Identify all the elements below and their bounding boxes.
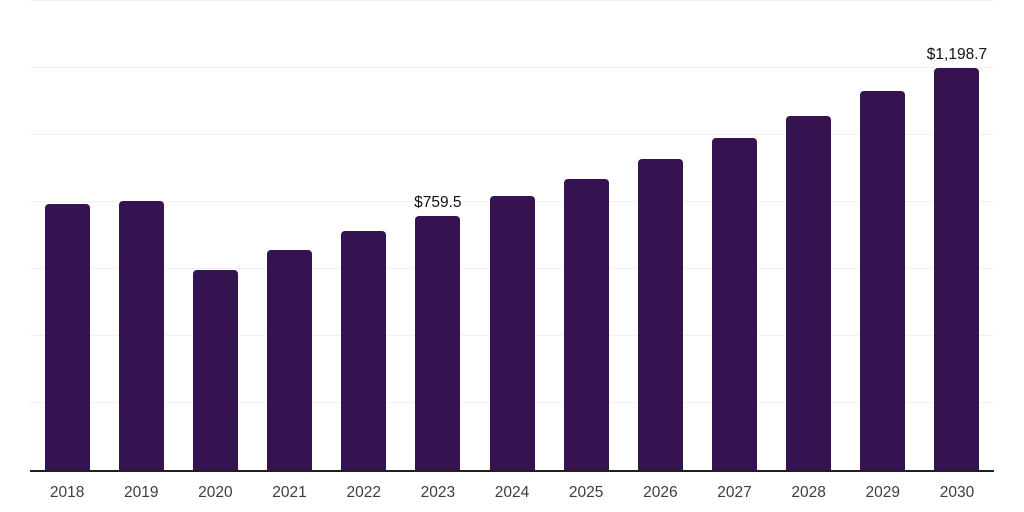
bars-container: $759.5 $1,198.7 <box>30 1 994 470</box>
bar-slot-2025 <box>549 1 623 470</box>
bar-slot-2026 <box>623 1 697 470</box>
x-tick-2030: 2030 <box>939 484 975 501</box>
bar-2019 <box>118 200 164 470</box>
bar-slot-2024 <box>475 1 549 470</box>
x-tick-2024: 2024 <box>494 484 530 501</box>
bar-slot-2021 <box>252 1 326 470</box>
bar-2023 <box>415 215 461 470</box>
bar-slot-2029 <box>846 1 920 470</box>
x-tick-2025: 2025 <box>568 484 604 501</box>
bar-slot-2022 <box>327 1 401 470</box>
bar-value-label-2030: $1,198.7 <box>924 46 990 64</box>
x-tick-2026: 2026 <box>643 484 678 501</box>
x-tick-2019: 2019 <box>123 484 159 501</box>
bar-slot-2020 <box>178 1 252 470</box>
x-tick-2027: 2027 <box>717 484 752 501</box>
bar-slot-2030: $1,198.7 <box>920 1 994 470</box>
x-tick-2029: 2029 <box>865 484 901 501</box>
bar-2027 <box>711 138 757 470</box>
bar-2028 <box>786 115 832 470</box>
bar-2029 <box>860 91 906 470</box>
bar-slot-2028 <box>772 1 846 470</box>
bar-2022 <box>341 231 387 470</box>
bar-2021 <box>267 249 313 470</box>
x-tick-2020: 2020 <box>198 484 233 501</box>
bar-2026 <box>637 158 683 470</box>
bar-slot-2027 <box>697 1 771 470</box>
bar-value-label-2023: $759.5 <box>412 193 464 211</box>
bar-2030 <box>934 68 980 470</box>
gridline-1400 <box>30 0 994 1</box>
plot-area: $759.5 $1,198.7 <box>30 0 994 472</box>
x-tick-2018: 2018 <box>49 484 85 501</box>
bar-2020 <box>192 270 238 470</box>
bar-2024 <box>489 196 535 470</box>
gridline-1200 <box>30 67 994 68</box>
bar-slot-2019 <box>104 1 178 470</box>
x-tick-2022: 2022 <box>346 484 381 501</box>
x-axis-line <box>30 470 994 472</box>
x-tick-2028: 2028 <box>791 484 826 501</box>
gridline-1000 <box>30 134 994 135</box>
x-tick-2021: 2021 <box>272 484 307 501</box>
bar-2018 <box>44 203 90 470</box>
bar-slot-2018 <box>30 1 104 470</box>
x-tick-2023: 2023 <box>420 484 456 501</box>
x-axis-ticks: 2018 2019 2020 2021 2022 2023 2024 2025 2026 2027… <box>30 484 994 503</box>
bar-slot-2023: $759.5 <box>401 1 475 470</box>
bar-2025 <box>563 179 609 470</box>
